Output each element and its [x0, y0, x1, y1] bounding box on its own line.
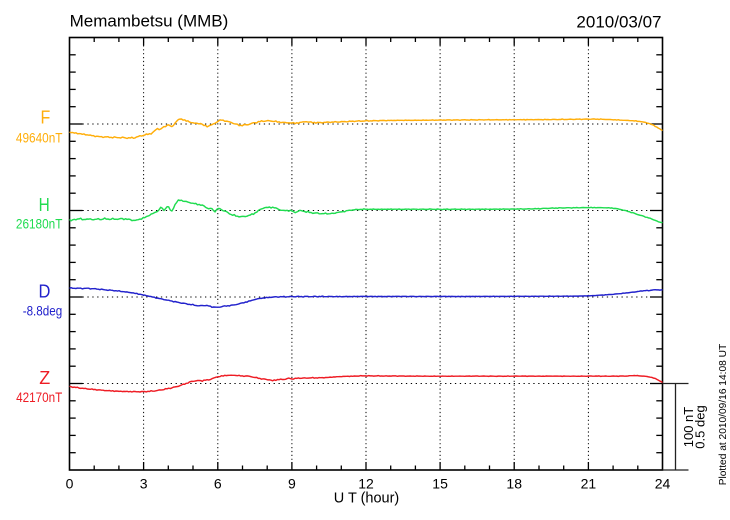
svg-text:D: D [39, 282, 51, 302]
svg-text:H: H [39, 195, 50, 215]
svg-text:42170nT: 42170nT [16, 390, 63, 405]
svg-text:U T (hour): U T (hour) [334, 491, 400, 507]
svg-text:-8.8deg: -8.8deg [23, 303, 63, 318]
svg-text:18: 18 [506, 475, 522, 491]
svg-text:0.5 deg: 0.5 deg [692, 405, 707, 448]
svg-text:Memambetsu (MMB): Memambetsu (MMB) [70, 12, 229, 31]
svg-text:Plotted at 2010/09/16 14:08 UT: Plotted at 2010/09/16 14:08 UT [717, 343, 729, 485]
svg-text:9: 9 [288, 475, 296, 491]
svg-text:49640nT: 49640nT [16, 130, 63, 145]
svg-text:3: 3 [140, 475, 148, 491]
svg-text:0: 0 [66, 475, 74, 491]
svg-text:100 nT: 100 nT [681, 407, 696, 448]
svg-text:26180nT: 26180nT [16, 217, 63, 232]
svg-text:24: 24 [655, 475, 671, 491]
svg-text:6: 6 [214, 475, 222, 491]
svg-text:21: 21 [581, 475, 597, 491]
svg-text:Z: Z [39, 368, 50, 388]
svg-text:2010/03/07: 2010/03/07 [576, 13, 661, 32]
svg-text:F: F [41, 108, 51, 128]
svg-text:15: 15 [432, 475, 448, 491]
svg-text:12: 12 [358, 475, 374, 491]
